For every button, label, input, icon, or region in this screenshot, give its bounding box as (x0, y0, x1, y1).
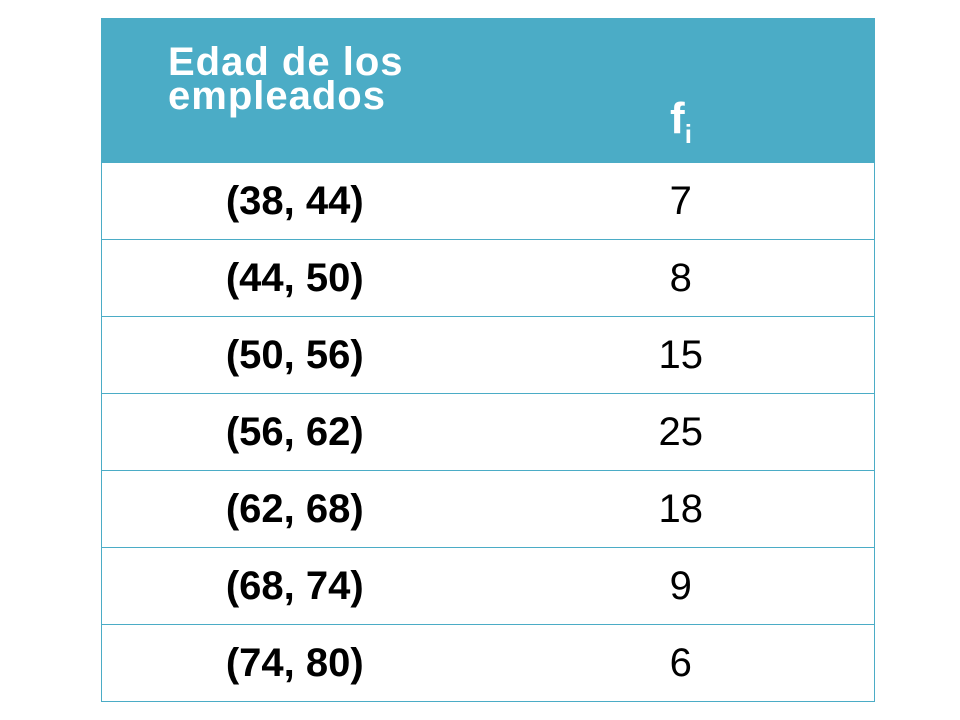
frequency-header-subscript: i (684, 119, 692, 149)
interval-cell: (38, 44) (101, 162, 488, 240)
table-row: (68, 74) 9 (101, 547, 875, 625)
interval-cell: (56, 62) (101, 393, 488, 471)
table-row: (38, 44) 7 (101, 162, 875, 240)
table-row: (50, 56) 15 (101, 316, 875, 394)
frequency-cell: 6 (487, 624, 875, 702)
table-row: (56, 62) 25 (101, 393, 875, 471)
frequency-cell: 9 (487, 547, 875, 625)
frequency-table: Edad de los empleados fi (38, 44) 7 (44,… (101, 18, 875, 702)
age-header-line2: empleados (168, 74, 386, 118)
frequency-cell: 15 (487, 316, 875, 394)
frequency-cell: 18 (487, 470, 875, 548)
frequency-header-symbol: f (670, 94, 685, 143)
header-cell-frequency: fi (487, 18, 875, 163)
age-column-header: Edad de los empleados (168, 40, 404, 118)
frequency-cell: 8 (487, 239, 875, 317)
frequency-column-header: fi (488, 97, 874, 156)
frequency-cell: 25 (487, 393, 875, 471)
table-row: (74, 80) 6 (101, 624, 875, 702)
age-header-line1: Edad de los (168, 40, 404, 84)
interval-cell: (68, 74) (101, 547, 488, 625)
table-row: (44, 50) 8 (101, 239, 875, 317)
interval-cell: (50, 56) (101, 316, 488, 394)
header-cell-age: Edad de los empleados (101, 18, 488, 163)
interval-cell: (44, 50) (101, 239, 488, 317)
header-row: Edad de los empleados fi (101, 18, 875, 163)
interval-cell: (74, 80) (101, 624, 488, 702)
frequency-cell: 7 (487, 162, 875, 240)
interval-cell: (62, 68) (101, 470, 488, 548)
table-row: (62, 68) 18 (101, 470, 875, 548)
